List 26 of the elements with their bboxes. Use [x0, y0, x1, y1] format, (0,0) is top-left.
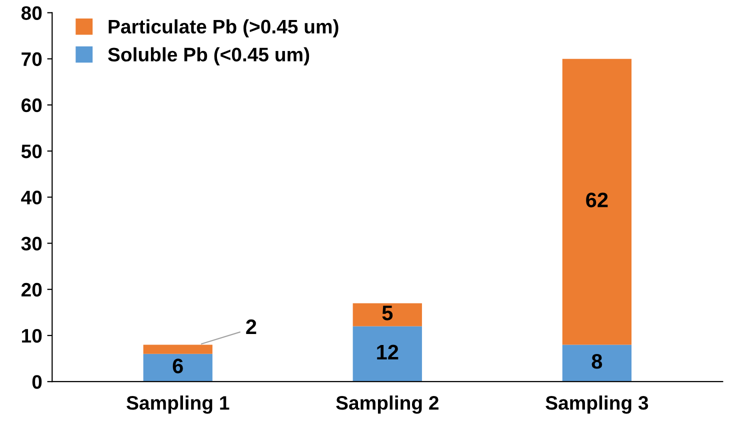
x-tick-label: Sampling 1 [126, 395, 230, 414]
bar [143, 344, 212, 354]
legend-label: Particulate Pb (>0.45 um) [108, 19, 338, 38]
bar [352, 303, 422, 326]
y-tick-label: 20 [21, 282, 42, 297]
bar [352, 326, 422, 382]
y-tick-label: 60 [22, 98, 42, 112]
y-tick-label: 0 [32, 375, 42, 389]
y-tick-label: 70 [22, 52, 42, 66]
bar [562, 58, 632, 345]
y-tick-label: 10 [22, 328, 42, 343]
data-label: 6 [172, 358, 183, 374]
data-label: 8 [592, 354, 602, 369]
legend-label: Soluble Pb (<0.45 um) [108, 47, 310, 66]
y-tick-label: 30 [21, 236, 42, 251]
y-tick-label: 50 [21, 144, 42, 158]
x-tick-label: Sampling 3 [546, 395, 648, 414]
y-tick-label: 80 [21, 6, 42, 20]
y-tick-label: 40 [21, 190, 42, 204]
bar [562, 344, 632, 382]
data-label: 12 [377, 344, 398, 360]
bar [143, 354, 212, 382]
data-label: 2 [246, 319, 256, 334]
data-label: 62 [586, 192, 608, 208]
x-tick-label: Sampling 2 [336, 395, 438, 414]
data-label: 5 [382, 306, 393, 320]
